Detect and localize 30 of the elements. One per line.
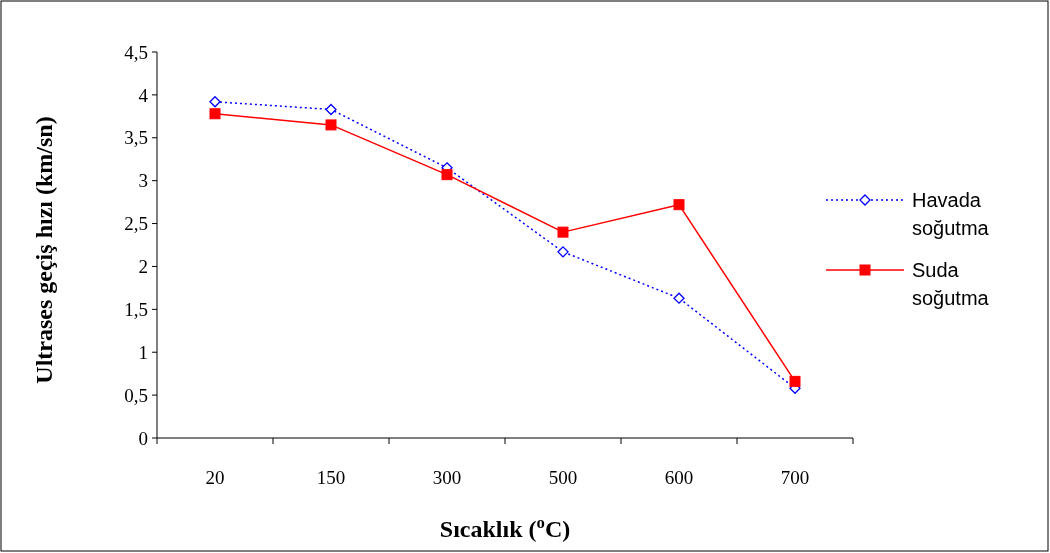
legend-label: Havada soğutma xyxy=(912,189,990,239)
point xyxy=(325,119,337,131)
point xyxy=(441,169,453,181)
y-axis-title: Ultrases geçiş hızı (km/sn) xyxy=(31,116,57,384)
y-tick-label: 2 xyxy=(138,256,148,278)
y-tick-label: 3,5 xyxy=(124,127,148,149)
y-tick-label: 4,5 xyxy=(124,41,148,63)
point xyxy=(789,375,801,387)
y-tick-label: 2,5 xyxy=(124,213,148,235)
x-axis-title: Sıcaklık ($^{o}$C) xyxy=(439,512,571,542)
x-tick-label: 600 xyxy=(664,467,694,488)
x-tick-label: 300 xyxy=(432,467,462,488)
y-tick-label: 1 xyxy=(138,341,148,363)
point xyxy=(325,103,337,116)
point xyxy=(209,108,221,120)
y-tick-label: 1,5 xyxy=(124,298,148,320)
point xyxy=(557,246,569,258)
legend-label: Suda soğutma xyxy=(912,259,990,309)
x-tick-label: 150 xyxy=(316,467,346,488)
point xyxy=(673,199,685,211)
x-tick-label: 700 xyxy=(780,467,810,488)
x-tick-label: 500 xyxy=(548,467,578,488)
y-tick-label: 0,5 xyxy=(124,384,148,406)
y-tick-label: 4 xyxy=(138,84,149,106)
point xyxy=(557,226,569,238)
point xyxy=(673,292,685,304)
y-tick-label: 3 xyxy=(138,170,148,192)
point xyxy=(209,96,221,108)
y-tick-label: 0 xyxy=(138,427,148,449)
x-tick-label: 20 xyxy=(205,467,225,488)
